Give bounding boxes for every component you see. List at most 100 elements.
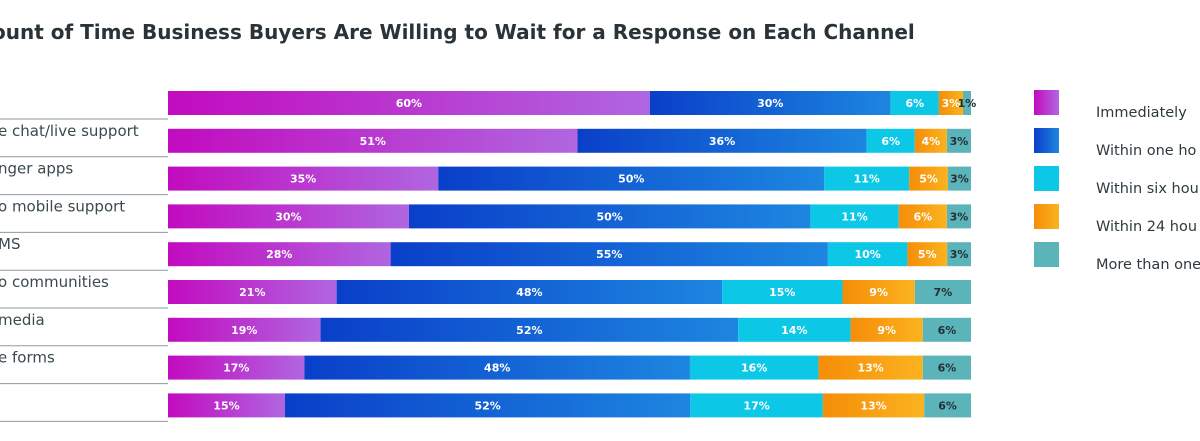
data-label: 4% bbox=[922, 135, 941, 148]
legend-swatch bbox=[1034, 90, 1059, 115]
legend-label: Immediately bbox=[1096, 105, 1187, 121]
data-label: 35% bbox=[290, 173, 316, 186]
bar-segment bbox=[168, 280, 337, 304]
data-label: 7% bbox=[934, 286, 953, 299]
data-label: 11% bbox=[841, 210, 867, 223]
bar-segment bbox=[168, 91, 650, 115]
bar-segment bbox=[924, 393, 971, 418]
data-label: 16% bbox=[741, 362, 767, 375]
bar-segment bbox=[827, 242, 908, 267]
data-label: 6% bbox=[938, 324, 957, 337]
legend-swatch bbox=[1034, 242, 1059, 267]
data-label: 11% bbox=[854, 173, 880, 186]
bar-segment bbox=[818, 355, 923, 380]
data-label: 5% bbox=[918, 248, 937, 261]
legend-label: Within one ho bbox=[1096, 143, 1197, 159]
data-label: 36% bbox=[709, 135, 735, 148]
category-label: o mobile support bbox=[0, 197, 125, 215]
bar-segment bbox=[947, 166, 971, 191]
data-label: 30% bbox=[757, 97, 783, 110]
data-label: 15% bbox=[213, 399, 239, 412]
bar-segment bbox=[722, 280, 843, 304]
legend-label: More than one bbox=[1096, 257, 1200, 273]
bar-segment bbox=[946, 128, 971, 153]
data-label: 48% bbox=[516, 286, 542, 299]
data-label: 3% bbox=[950, 210, 969, 223]
category-label: e forms bbox=[0, 349, 55, 367]
category-label: o communities bbox=[0, 273, 109, 291]
data-label: 50% bbox=[596, 210, 622, 223]
category-label: MS bbox=[0, 235, 20, 253]
data-label: 19% bbox=[231, 324, 257, 337]
bar-segment bbox=[168, 128, 578, 153]
bar-segment bbox=[947, 242, 971, 267]
bar-segment bbox=[922, 317, 971, 342]
bar-segment bbox=[909, 166, 948, 191]
bar-segment bbox=[320, 317, 739, 342]
legend-swatch bbox=[1034, 204, 1059, 229]
data-label: 6% bbox=[913, 210, 932, 223]
data-label: 9% bbox=[877, 324, 896, 337]
data-label: 13% bbox=[860, 399, 886, 412]
data-label: 60% bbox=[396, 97, 422, 110]
bar-segment bbox=[946, 204, 971, 229]
category-label: media bbox=[0, 311, 45, 329]
data-label: 3% bbox=[950, 173, 969, 186]
data-label: 30% bbox=[275, 210, 301, 223]
legend-swatch bbox=[1034, 166, 1059, 191]
data-label: 3% bbox=[950, 135, 969, 148]
data-label: 50% bbox=[618, 173, 644, 186]
bar-segment bbox=[168, 355, 305, 380]
bar-segment bbox=[649, 91, 891, 115]
bar-segment bbox=[168, 393, 285, 418]
data-label: 5% bbox=[919, 173, 938, 186]
bar-segment bbox=[824, 166, 910, 191]
data-label: 3% bbox=[950, 248, 969, 261]
bar-segment bbox=[689, 355, 819, 380]
data-label: 6% bbox=[938, 362, 957, 375]
legend-swatch bbox=[1034, 128, 1059, 153]
data-label: 52% bbox=[474, 399, 500, 412]
data-label: 6% bbox=[905, 97, 924, 110]
data-label: 15% bbox=[769, 286, 795, 299]
legend-label: Within six hou bbox=[1096, 181, 1199, 197]
legend-label: Within 24 hou bbox=[1096, 219, 1197, 235]
bar-segment bbox=[890, 91, 939, 115]
data-label: 6% bbox=[881, 135, 900, 148]
bar-segment bbox=[284, 393, 691, 418]
data-label: 21% bbox=[239, 286, 265, 299]
bar-segment bbox=[914, 128, 947, 153]
bar-segment bbox=[738, 317, 851, 342]
chart-title: ount of Time Business Buyers Are Willing… bbox=[0, 20, 915, 44]
bar-segment bbox=[962, 91, 971, 115]
data-label: 13% bbox=[857, 362, 883, 375]
data-label: 10% bbox=[854, 248, 880, 261]
bar-segment bbox=[304, 355, 690, 380]
data-label: 17% bbox=[743, 399, 769, 412]
data-label: 14% bbox=[781, 324, 807, 337]
bar-segment bbox=[866, 128, 915, 153]
category-label: nger apps bbox=[0, 160, 73, 178]
bar-segment bbox=[850, 317, 923, 342]
bar-segment bbox=[907, 242, 948, 267]
bar-segment bbox=[914, 280, 971, 304]
bar-segment bbox=[408, 204, 811, 229]
bar-segment bbox=[922, 355, 971, 380]
bar-segment bbox=[168, 317, 321, 342]
bar-segment bbox=[168, 204, 409, 229]
data-label: 28% bbox=[266, 248, 292, 261]
data-label: 9% bbox=[869, 286, 888, 299]
bar-segment bbox=[168, 242, 391, 267]
bar-segment bbox=[898, 204, 947, 229]
data-label: 51% bbox=[360, 135, 386, 148]
bar-segment bbox=[810, 204, 899, 229]
bar-segment bbox=[822, 393, 925, 418]
data-label: 1% bbox=[958, 97, 977, 110]
bar-segment bbox=[438, 166, 825, 191]
bar-segment bbox=[390, 242, 828, 267]
bar-segment bbox=[842, 280, 915, 304]
bar-segment bbox=[336, 280, 723, 304]
bar-segment bbox=[690, 393, 823, 418]
data-label: 55% bbox=[596, 248, 622, 261]
